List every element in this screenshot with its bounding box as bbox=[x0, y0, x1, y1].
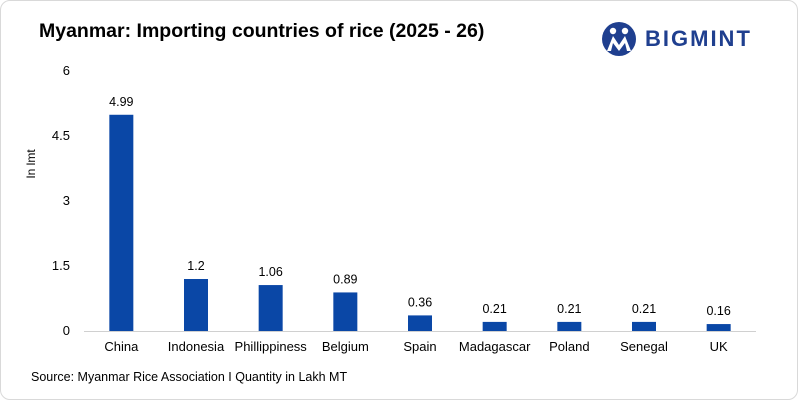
bar bbox=[706, 324, 731, 331]
y-axis-label: In lmt bbox=[24, 149, 38, 179]
x-tick-label: Phillippiness bbox=[235, 339, 308, 354]
bar bbox=[557, 321, 582, 331]
data-label: 1.06 bbox=[258, 265, 282, 279]
data-label: 0.89 bbox=[333, 272, 357, 286]
x-tick-label: Indonesia bbox=[168, 339, 225, 354]
y-axis: 0 1.5 3 4.5 6 In lmt bbox=[24, 63, 70, 338]
bar bbox=[482, 321, 507, 331]
chart-title: Myanmar: Importing countries of rice (20… bbox=[39, 20, 485, 42]
x-tick-label: Senegal bbox=[620, 339, 668, 354]
data-label: 4.99 bbox=[109, 95, 133, 109]
y-tick-label: 3 bbox=[63, 193, 70, 208]
y-tick-label: 4.5 bbox=[52, 128, 70, 143]
x-tick-label: Spain bbox=[403, 339, 436, 354]
bigmint-logo-icon bbox=[602, 22, 636, 56]
x-tick-label: China bbox=[104, 339, 139, 354]
y-tick-label: 6 bbox=[63, 63, 70, 78]
bar bbox=[109, 114, 134, 332]
x-tick-label: Madagascar bbox=[459, 339, 531, 354]
bar bbox=[632, 321, 656, 331]
bar bbox=[333, 292, 358, 331]
bar bbox=[408, 315, 432, 331]
data-label: 0.21 bbox=[482, 302, 506, 316]
brand-logo: BIGMINT bbox=[601, 19, 752, 59]
x-axis: China Indonesia Phillippiness Belgium Spain M… bbox=[84, 331, 756, 354]
bar bbox=[184, 279, 208, 331]
x-tick-label: Belgium bbox=[322, 339, 369, 354]
data-label: 0.36 bbox=[408, 295, 432, 309]
bar bbox=[258, 285, 283, 331]
data-label: 0.21 bbox=[632, 302, 656, 316]
bar-series: 4.99 1.2 1.06 0.89 0.36 0.21 0.21 0.21 0.16 bbox=[109, 95, 731, 332]
data-label: 0.21 bbox=[557, 302, 581, 316]
x-tick-label: UK bbox=[710, 339, 728, 354]
y-tick-label: 0 bbox=[63, 323, 70, 338]
y-tick-label: 1.5 bbox=[52, 258, 70, 273]
data-label: 0.16 bbox=[706, 304, 730, 318]
data-label: 1.2 bbox=[187, 259, 204, 273]
source-note: Source: Myanmar Rice Association I Quant… bbox=[31, 370, 348, 384]
brand-name: BIGMINT bbox=[645, 26, 752, 51]
x-tick-label: Poland bbox=[549, 339, 589, 354]
